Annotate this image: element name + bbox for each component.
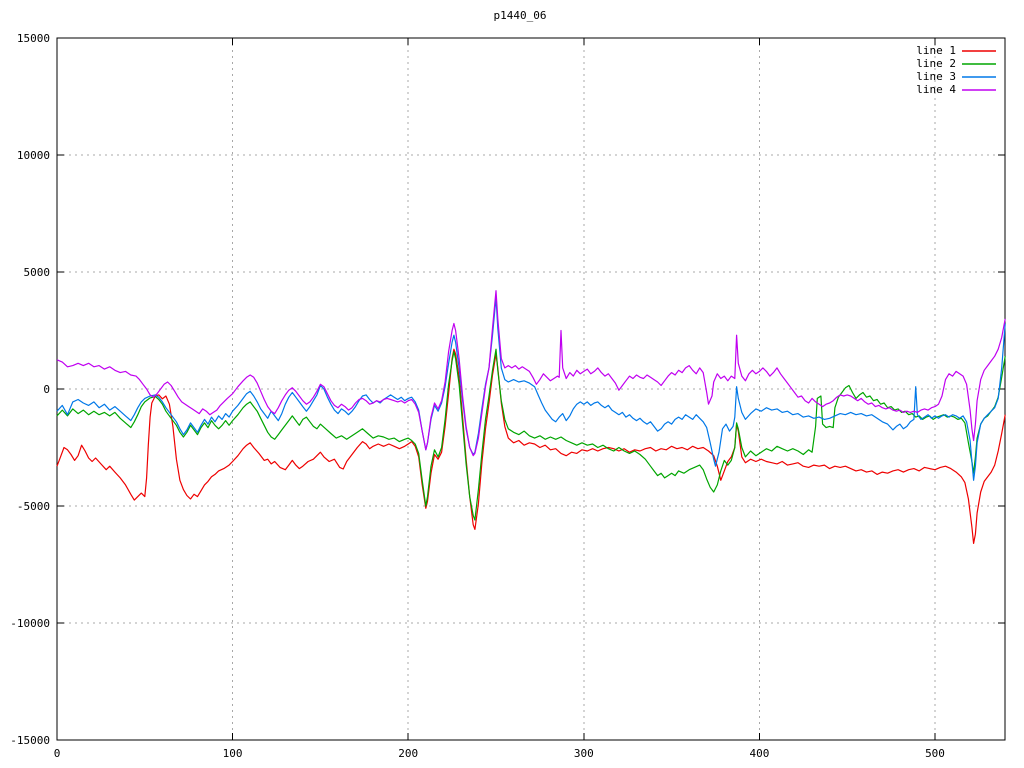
x-tick-label: 500 <box>925 747 945 760</box>
series-line-1 <box>56 348 1006 545</box>
y-tick-label: -10000 <box>10 617 50 630</box>
series-line-3 <box>56 297 1006 481</box>
x-tick-label: 200 <box>398 747 419 760</box>
x-tick-label: 0 <box>53 747 61 760</box>
y-tick-label: 5000 <box>23 266 51 279</box>
x-tick-label: 300 <box>573 747 594 760</box>
y-tick-label: 10000 <box>16 149 50 162</box>
y-tick-label: 15000 <box>16 32 50 45</box>
x-tick-label: 100 <box>222 747 243 760</box>
chart-title: p1440_06 <box>493 9 547 22</box>
y-tick-label: 0 <box>43 383 50 396</box>
legend-label-2: line 2 <box>916 57 956 70</box>
legend-label-3: line 3 <box>916 70 956 83</box>
y-tick-label: -15000 <box>10 734 50 747</box>
legend-label-4: line 4 <box>916 83 956 96</box>
x-tick-label: 400 <box>749 747 770 760</box>
y-tick-label: -5000 <box>16 500 50 513</box>
legend-label-1: line 1 <box>916 44 956 57</box>
series-line-4 <box>56 290 1006 457</box>
series-line-2 <box>56 348 1006 521</box>
